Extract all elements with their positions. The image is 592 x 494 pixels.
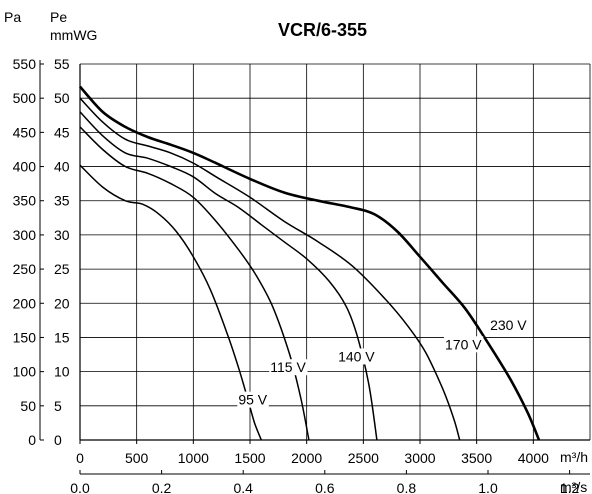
series-label-background xyxy=(489,317,529,334)
mmwg-tick-label: 25 xyxy=(54,261,70,277)
pa-tick-label: 300 xyxy=(13,227,37,243)
mmwg-tick-label: 30 xyxy=(54,227,70,243)
m3s-tick-label: 0.4 xyxy=(233,480,253,494)
m3h-tick-label: 2500 xyxy=(348,450,379,466)
series-label-background xyxy=(237,391,269,408)
chart-title: VCR/6-355 xyxy=(278,20,367,40)
pa-tick-label: 150 xyxy=(13,329,37,345)
m3s-tick-label: 0.0 xyxy=(70,480,90,494)
y-left-unit-label: Pa xyxy=(4,9,21,25)
series-label: 170 V xyxy=(445,336,482,352)
m3s-tick-label: 0.6 xyxy=(315,480,335,494)
m3h-tick-label: 2000 xyxy=(291,450,322,466)
series-lines xyxy=(79,85,541,441)
axes xyxy=(39,60,590,475)
series-line xyxy=(79,97,461,441)
pa-tick-label: 200 xyxy=(13,295,37,311)
series-line xyxy=(79,111,378,441)
series-label: 140 V xyxy=(338,348,375,364)
y-right-unit-label-pe: Pe xyxy=(50,9,67,25)
pa-tick-label: 50 xyxy=(20,398,36,414)
mmwg-tick-label: 35 xyxy=(54,193,70,209)
series-label: 115 V xyxy=(270,359,306,375)
tick-labels: 0501001502002503003504004505005500510152… xyxy=(13,56,580,494)
series-line xyxy=(79,126,310,441)
pa-tick-label: 100 xyxy=(13,364,37,380)
mmwg-tick-label: 15 xyxy=(54,329,70,345)
mmwg-tick-label: 40 xyxy=(54,159,70,175)
pa-tick-label: 350 xyxy=(13,193,37,209)
mmwg-tick-label: 45 xyxy=(54,124,70,140)
series-label-background xyxy=(444,336,484,353)
pa-tick-label: 0 xyxy=(28,432,36,448)
m3h-tick-label: 500 xyxy=(125,450,149,466)
series-line xyxy=(79,85,541,441)
m3s-tick-label: 0.8 xyxy=(397,480,417,494)
m3h-tick-label: 3500 xyxy=(461,450,492,466)
mmwg-tick-label: 0 xyxy=(54,432,62,448)
pa-tick-label: 500 xyxy=(13,90,37,106)
m3h-tick-label: 3000 xyxy=(404,450,435,466)
mmwg-tick-label: 10 xyxy=(54,364,70,380)
mmwg-tick-label: 5 xyxy=(54,398,62,414)
pa-tick-label: 450 xyxy=(13,124,37,140)
series-line xyxy=(79,164,262,441)
y-right-unit-label-mmwg: mmWG xyxy=(50,27,97,43)
m3h-tick-label: 0 xyxy=(76,450,84,466)
series-labels: 95 V 115 V 140 V 170 V 230 V xyxy=(237,317,529,408)
m3h-tick-label: 1500 xyxy=(234,450,265,466)
x-bottom-unit-label: m³/s xyxy=(560,479,587,494)
series-label: 95 V xyxy=(238,392,267,408)
series-label-background xyxy=(337,348,377,365)
pa-tick-label: 400 xyxy=(13,159,37,175)
m3s-tick-label: 0.2 xyxy=(152,480,172,494)
m3s-tick-label: 1.2 xyxy=(560,480,580,494)
series-label-background xyxy=(269,359,308,376)
series-label: 230 V xyxy=(490,317,527,333)
x-top-unit-label: m³/h xyxy=(560,449,588,465)
m3h-tick-label: 4000 xyxy=(518,450,549,466)
m3s-tick-label: 1.0 xyxy=(478,480,498,494)
mmwg-tick-label: 20 xyxy=(54,295,70,311)
pa-tick-label: 550 xyxy=(13,56,37,72)
mmwg-tick-label: 55 xyxy=(54,56,70,72)
m3h-tick-label: 1000 xyxy=(178,450,209,466)
pa-tick-label: 250 xyxy=(13,261,37,277)
mmwg-tick-label: 50 xyxy=(54,90,70,106)
